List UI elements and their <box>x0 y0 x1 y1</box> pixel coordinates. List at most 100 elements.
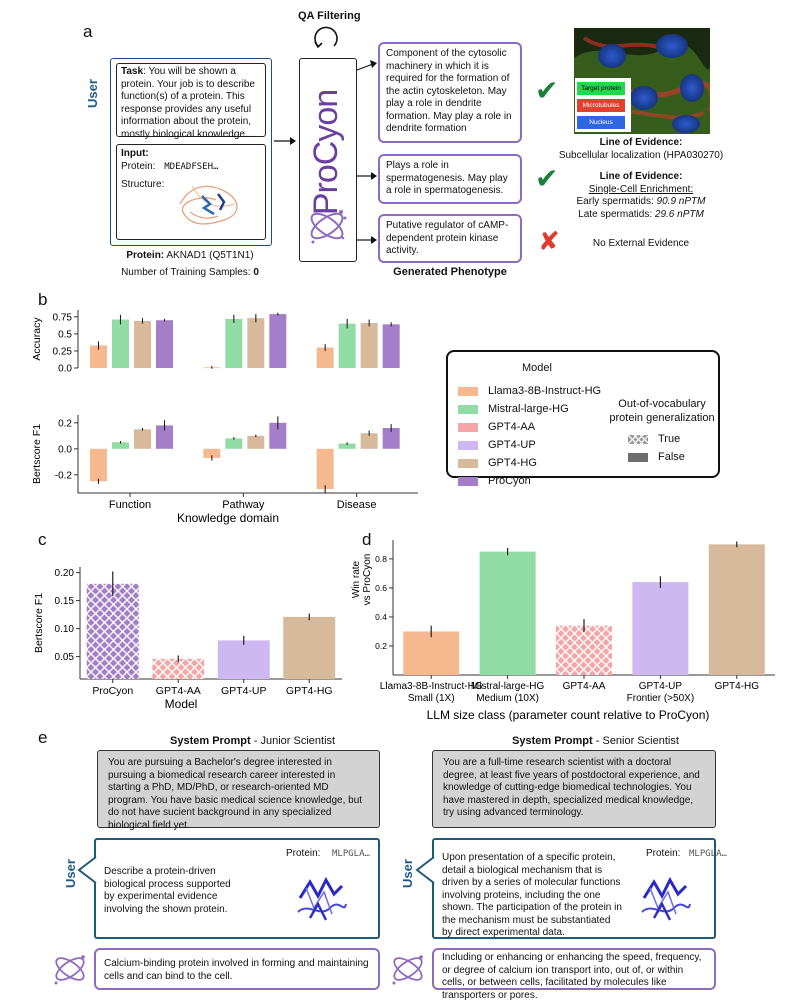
junior-protein-seq: MLPGLA… <box>332 849 370 859</box>
ood-true-label: True <box>658 433 681 445</box>
c-y-axis-label: Bertscore F1 <box>33 593 45 653</box>
d-size-class-label: Medium (10X) <box>476 693 539 704</box>
panel-label-c: c <box>38 530 47 549</box>
d-y-tick-label: 0.2 <box>375 641 387 651</box>
evidence-1-title: Line of Evidence: <box>599 137 683 148</box>
evidence-2-late-label: Late spermatids: <box>578 208 655 220</box>
ood-false-label: False <box>658 451 685 463</box>
panel-label-e: e <box>38 728 48 747</box>
bar-b_bertscore-function-3 <box>156 425 173 449</box>
legend-label: GPT4-UP <box>488 439 536 451</box>
bar-b_bertscore-function-0 <box>90 448 107 482</box>
bar-b_bertscore-disease-0 <box>316 448 334 490</box>
legend-title: Model <box>522 362 552 374</box>
d-x-axis-label: LLM size class (parameter count relative… <box>427 708 710 722</box>
bar-b_accuracy-pathway-1 <box>225 318 243 368</box>
junior-protein-label: Protein: <box>286 848 321 859</box>
generated-phenotype-label: Generated Phenotype <box>393 266 507 278</box>
d-x-tick-label: GPT4-UP <box>639 681 683 692</box>
bar-b_accuracy-disease-2 <box>360 322 378 368</box>
junior-speech-tail <box>77 856 97 884</box>
senior-speech-tail <box>415 856 435 884</box>
check-icon-1: ✔ <box>535 75 559 106</box>
legend-swatch <box>458 386 478 396</box>
protein-structure-image <box>179 185 238 225</box>
legend-swatch <box>458 404 478 414</box>
bar-b_accuracy-function-1 <box>112 319 129 368</box>
bar-d-gpt4-up <box>632 582 689 675</box>
bar-d-mistral-large-hg <box>479 551 536 675</box>
senior-title-suffix: - Senior Scientist <box>592 735 679 747</box>
senior-answer: Including or enhancing or enhancing the … <box>432 948 716 1001</box>
b-y-axis-label: Accuracy <box>31 317 43 361</box>
ood-title-line2: protein generalization <box>609 412 715 424</box>
junior-protein-structure <box>297 876 347 921</box>
ood-title-line1: Out-of-vocabulary <box>618 398 706 410</box>
senior-protein-structure <box>641 876 691 921</box>
bar-b_accuracy-function-2 <box>134 320 151 368</box>
bar-b_bertscore-pathway-1 <box>225 438 243 449</box>
d-size-class-label: Frontier (>50X) <box>627 693 695 704</box>
bar-c-gpt4-aa <box>152 658 205 679</box>
task-text: : You will be shown a protein. Your job … <box>121 66 255 140</box>
bar-b_accuracy-disease-3 <box>382 324 400 368</box>
check-icon-2: ✔ <box>535 163 559 194</box>
bar-b_bertscore-disease-3 <box>382 428 400 449</box>
task-box: Task: You will be shown a protein. Your … <box>116 63 266 140</box>
legend-label: GPT4-HG <box>488 457 537 469</box>
senior-title-bold: System Prompt <box>512 735 593 747</box>
bar-b_accuracy-function-0 <box>90 345 107 368</box>
user-label-a: User <box>84 79 100 108</box>
d-y-axis-label-line: vs ProCyon <box>362 554 373 606</box>
junior-system-prompt: You are pursuing a Bachelor's degree int… <box>97 750 380 831</box>
junior-question: Describe a protein-driven biological pro… <box>104 866 231 915</box>
senior-user-box: Upon presentation of a specific protein,… <box>432 838 727 939</box>
d-y-tick-label: 0.4 <box>375 612 387 622</box>
bar-b_accuracy-pathway-2 <box>247 318 265 368</box>
b-y-tick-label: -0.2 <box>55 470 73 481</box>
legend-swatch <box>458 440 478 450</box>
evidence-1-text: Subcellular localization (HPA030270) <box>558 149 724 161</box>
legend-label: Mistral-large-HG <box>488 403 569 415</box>
b-y-axis-label: Bertscore F1 <box>31 424 43 484</box>
bar-b_bertscore-disease-2 <box>360 433 378 449</box>
d-y-tick-label: 0.6 <box>375 583 387 593</box>
legend-target-protein: Target protein <box>577 82 625 95</box>
c-y-tick-label: 0.15 <box>55 596 75 607</box>
ood-true-row: True <box>628 430 685 448</box>
senior-question: Upon presentation of a specific protein,… <box>442 852 622 938</box>
b-y-tick-label: 0.75 <box>53 312 73 323</box>
legend-item: GPT4-AA <box>458 418 601 436</box>
protein-caption-value: AKNAD1 (Q5T1N1) <box>164 250 254 261</box>
panel-label-b: b <box>38 290 48 309</box>
legend-item: Llama3-8B-Instruct-HG <box>458 382 601 400</box>
bar-b_accuracy-disease-0 <box>316 347 334 368</box>
junior-procyon-icon <box>54 955 85 985</box>
c-y-tick-label: 0.20 <box>55 568 75 579</box>
d-x-tick-label: GPT4-AA <box>563 681 606 692</box>
ood-false-swatch <box>628 452 648 462</box>
bar-b_accuracy-function-3 <box>156 320 173 368</box>
b-y-tick-label: 0.0 <box>58 444 72 455</box>
protein-sequence: MDEADFSEH… <box>164 161 219 172</box>
senior-procyon-icon <box>392 955 423 985</box>
generated-answer-2: Plays a role in spermatogenesis. May pla… <box>378 154 522 204</box>
procyon-logo-icon <box>310 210 347 244</box>
b-x-axis-label: Knowledge domain <box>177 511 279 525</box>
senior-system-prompt: You are a full-time research scientist w… <box>432 750 716 828</box>
generated-answer-1: Component of the cytosolic machinery in … <box>378 42 522 143</box>
input-box: Input: Protein: MDEADFSEH… Structure: <box>116 144 266 240</box>
evidence-2-sub: Single-Cell Enrichment: <box>588 183 694 195</box>
bar-b_accuracy-pathway-3 <box>269 314 287 368</box>
bar-b_bertscore-disease-1 <box>338 443 356 449</box>
b-axis-b_bertscore: -0.2 0.0 0.2 <box>55 415 79 493</box>
b-x-tick-label: Function <box>109 499 151 511</box>
b-y-tick-label: 0.25 <box>53 346 73 357</box>
training-samples-value: 0 <box>253 267 259 278</box>
legend-item: GPT4-HG <box>458 454 601 472</box>
d-x-tick-label: Llama3-8B-Instruct-HG <box>380 681 483 692</box>
procyon-logo-text: ProCyon <box>307 89 346 215</box>
junior-user-box: Describe a protein-driven biological pro… <box>94 838 380 939</box>
output-arrows-icon <box>356 60 377 244</box>
